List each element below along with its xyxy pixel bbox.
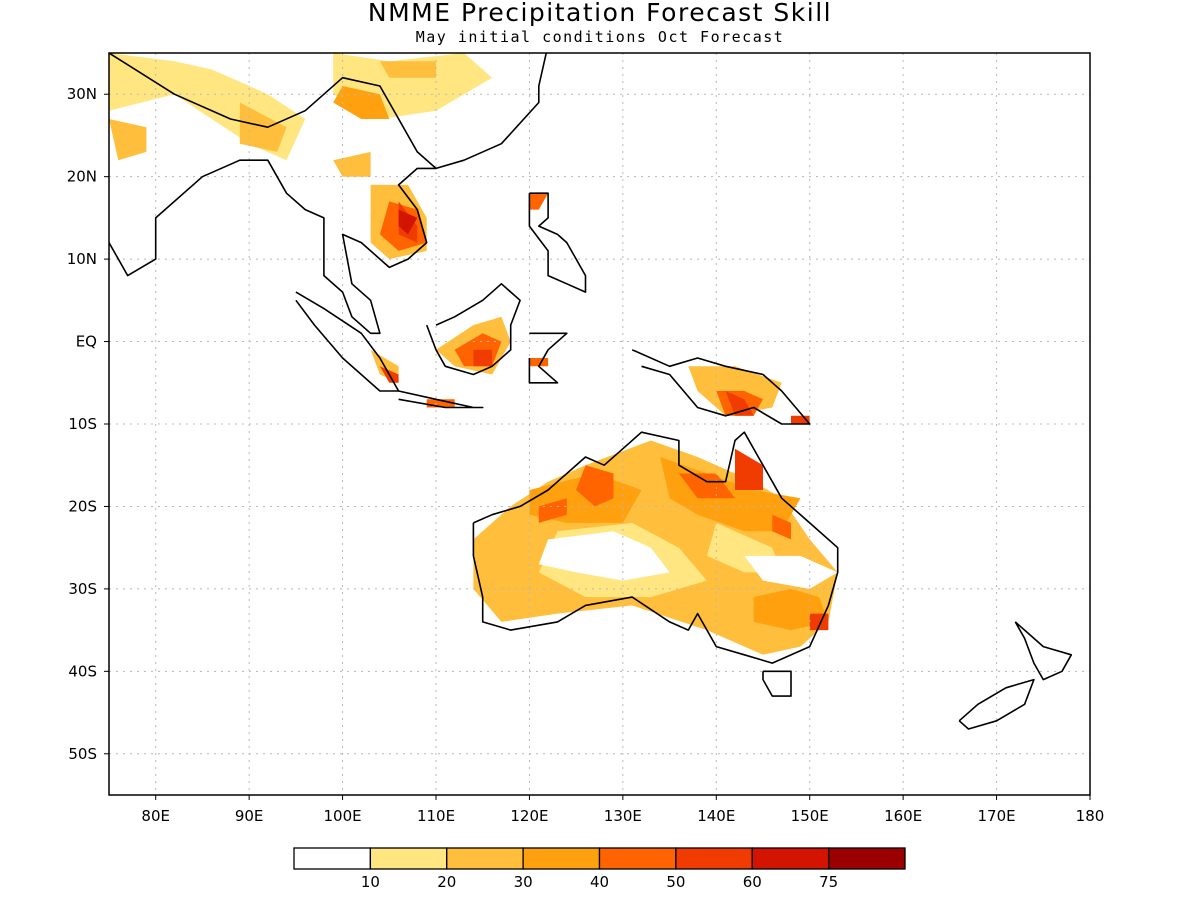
colorbar-swatch [827, 847, 906, 870]
map-title: NMME Precipitation Forecast Skill [367, 0, 833, 27]
coastline-layer [109, 53, 1073, 730]
longitude-tick-labels: 80E 90E 100E 110E 120E 130E 140E 150E 160E 170E 18… [141, 795, 1104, 825]
colorbar-swatch [293, 847, 372, 870]
skill-region-35 [333, 151, 371, 177]
colorbar-swatch [446, 847, 524, 870]
lon-tick-label: 100E [324, 807, 362, 825]
skill-region-28 [398, 209, 418, 235]
skill-region-2 [538, 531, 670, 581]
coastline-9 [762, 670, 792, 697]
lat-tick-label: 40S [68, 662, 97, 680]
coastline-10 [1014, 621, 1073, 681]
lon-tick-label: 90E [235, 807, 264, 825]
skill-region-34 [109, 119, 147, 161]
lat-tick-label: 30S [68, 580, 97, 598]
lon-tick-label: 180 [1076, 807, 1105, 825]
coastline-8 [472, 431, 839, 664]
lat-tick-label: 30N [67, 85, 97, 103]
skill-region-12 [809, 613, 829, 631]
lat-tick-label: 50S [68, 745, 97, 763]
skill-region-11 [735, 448, 763, 490]
coastline-7 [631, 349, 811, 425]
colorbar-label: 10 [361, 873, 380, 891]
colorbar-label: 40 [590, 873, 609, 891]
lon-tick-label: 120E [510, 807, 548, 825]
coastline-3 [398, 390, 484, 409]
skill-region-20 [473, 349, 493, 367]
skill-region-9 [538, 498, 567, 523]
lon-tick-label: 140E [697, 807, 735, 825]
lon-tick-label: 80E [141, 807, 170, 825]
colorbar: 10 20 30 40 50 60 75 [293, 847, 906, 891]
coastline-4 [425, 282, 521, 376]
colorbar-swatch [369, 847, 448, 870]
skill-region-24 [529, 358, 549, 367]
skill-region-33 [239, 102, 287, 152]
lon-tick-label: 170E [978, 807, 1016, 825]
coastline-5 [528, 332, 568, 384]
lat-tick-label: 10S [68, 415, 97, 433]
colorbar-swatch [675, 847, 753, 870]
skill-region-29 [529, 193, 549, 210]
skill-region-36 [379, 61, 436, 78]
map-subtitle: May initial conditions Oct Forecast [415, 28, 785, 46]
coastline-1 [109, 159, 436, 335]
lat-tick-label: 20N [67, 168, 97, 186]
colorbar-swatch [598, 847, 677, 870]
coastline-11 [958, 678, 1035, 730]
colorbar-swatch [751, 847, 830, 870]
lon-tick-label: 130E [604, 807, 642, 825]
skill-region-10 [678, 473, 735, 499]
colorbar-swatch [522, 847, 601, 870]
colorbar-label: 60 [743, 873, 762, 891]
lat-tick-label: 20S [68, 497, 97, 515]
lat-lon-gridlines [109, 53, 1090, 795]
skill-region-13 [772, 514, 791, 540]
coastline-6 [528, 192, 587, 293]
colorbar-label: 20 [437, 873, 456, 891]
colorbar-label: 75 [819, 873, 838, 891]
skill-region-8 [576, 465, 614, 507]
lat-tick-label: EQ [76, 333, 97, 351]
skill-region-4 [744, 555, 838, 589]
skill-shading-layer [109, 53, 838, 655]
lon-tick-label: 150E [791, 807, 829, 825]
lon-tick-label: 160E [884, 807, 922, 825]
colorbar-label: 50 [666, 873, 685, 891]
latitude-tick-labels: 30N 20N 10N EQ 10S 20S 30S 40S 50S [67, 85, 109, 763]
colorbar-label: 30 [514, 873, 533, 891]
lon-tick-label: 110E [417, 807, 455, 825]
coastline-0 [109, 53, 548, 170]
lat-tick-label: 10N [67, 250, 97, 268]
